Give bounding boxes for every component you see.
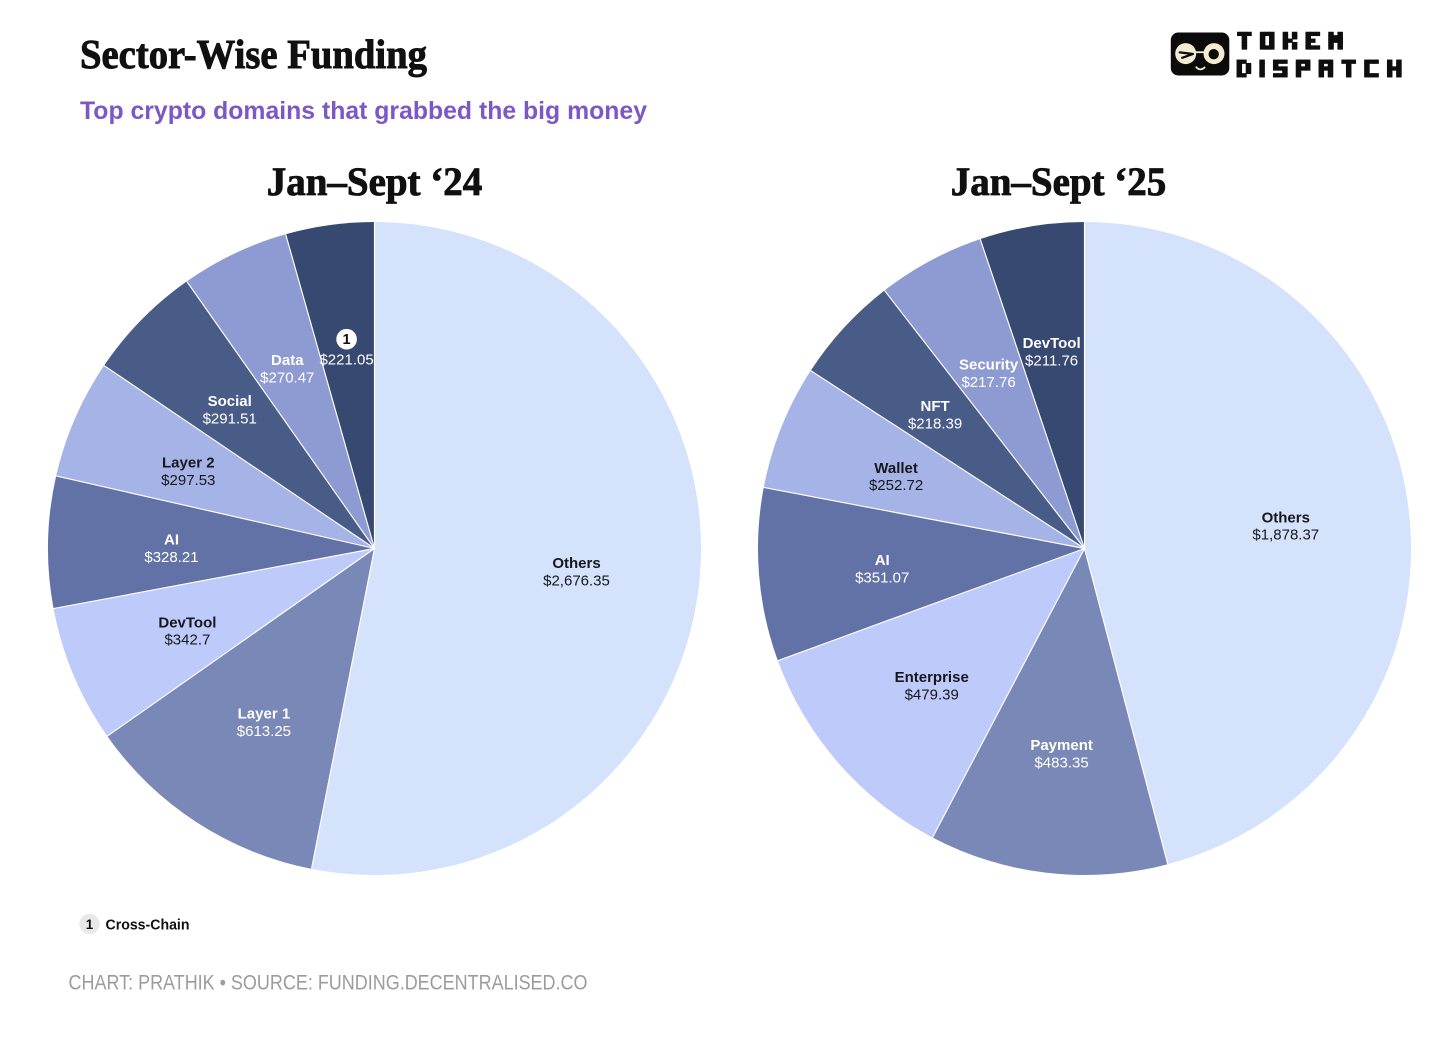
- svg-text:1: 1: [343, 332, 351, 348]
- svg-text:$221.05: $221.05: [319, 352, 373, 369]
- svg-text:$328.21: $328.21: [144, 549, 198, 566]
- svg-text:$297.53: $297.53: [161, 472, 215, 489]
- svg-text:Sector-Wise Funding: Sector-Wise Funding: [80, 31, 427, 77]
- svg-text:AI: AI: [164, 532, 179, 549]
- svg-text:$342.7: $342.7: [164, 632, 210, 649]
- svg-text:Wallet: Wallet: [874, 460, 918, 477]
- svg-text:Jan–Sept ‘24: Jan–Sept ‘24: [267, 159, 483, 204]
- svg-text:CHART: PRATHIK • SOURCE: FUNDI: CHART: PRATHIK • SOURCE: FUNDING.DECENTR…: [69, 972, 588, 995]
- svg-text:Jan–Sept ‘25: Jan–Sept ‘25: [951, 159, 1167, 204]
- svg-text:$479.39: $479.39: [905, 687, 959, 704]
- svg-text:1: 1: [86, 917, 94, 932]
- svg-text:$270.47: $270.47: [260, 370, 314, 387]
- svg-text:DevTool: DevTool: [158, 614, 216, 631]
- svg-text:$291.51: $291.51: [203, 411, 257, 428]
- svg-text:$483.35: $483.35: [1034, 755, 1088, 772]
- svg-text:$217.76: $217.76: [961, 374, 1015, 391]
- svg-text:Enterprise: Enterprise: [895, 669, 969, 686]
- svg-text:$613.25: $613.25: [237, 723, 291, 740]
- svg-text:$1,878.37: $1,878.37: [1252, 527, 1319, 544]
- svg-text:$218.39: $218.39: [908, 415, 962, 432]
- svg-text:Social: Social: [208, 393, 252, 410]
- svg-text:Cross-Chain: Cross-Chain: [106, 917, 190, 933]
- svg-text:AI: AI: [875, 552, 890, 569]
- svg-text:$351.07: $351.07: [855, 569, 909, 586]
- svg-text:DevTool: DevTool: [1023, 335, 1081, 352]
- svg-text:$252.72: $252.72: [869, 477, 923, 494]
- svg-text:Others: Others: [1262, 509, 1310, 526]
- svg-text:Others: Others: [552, 555, 600, 572]
- svg-text:$211.76: $211.76: [1025, 353, 1078, 370]
- svg-text:Top crypto domains that grabbe: Top crypto domains that grabbed the big …: [80, 98, 647, 125]
- svg-text:Layer 2: Layer 2: [162, 455, 215, 472]
- svg-text:Security: Security: [959, 357, 1019, 374]
- svg-text:Layer 1: Layer 1: [238, 706, 291, 723]
- svg-text:Payment: Payment: [1030, 737, 1093, 754]
- svg-text:Data: Data: [271, 352, 304, 369]
- svg-text:NFT: NFT: [921, 398, 950, 415]
- svg-text:$2,676.35: $2,676.35: [543, 573, 610, 590]
